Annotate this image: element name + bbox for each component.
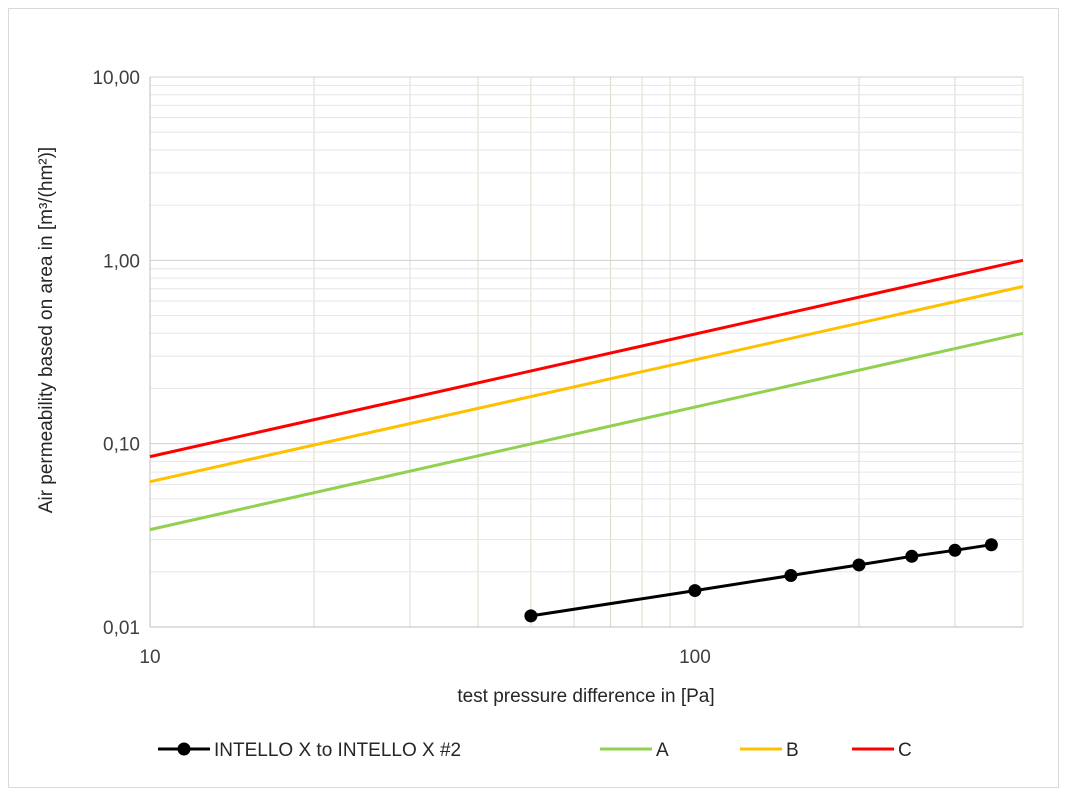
x-tick-label: 100 (679, 647, 711, 668)
legend-label: INTELLO X to INTELLO X #2 (214, 740, 461, 761)
legend-marker (177, 742, 191, 756)
minor-gridlines (149, 77, 1024, 627)
series-line (149, 331, 1024, 532)
y-tick-label: 10,00 (92, 68, 140, 89)
series-point (905, 549, 919, 563)
series-point (984, 538, 998, 552)
legend-label: C (898, 740, 912, 761)
series-line (149, 258, 1024, 459)
series-point (784, 568, 798, 582)
series-point (852, 558, 866, 572)
x-axis-label: test pressure difference in [Pa] (457, 686, 714, 707)
series-line (149, 285, 1024, 484)
legend: INTELLO X to INTELLO X #2 A B C (158, 740, 912, 761)
series-point (688, 584, 702, 598)
series-point (524, 609, 538, 623)
series-layer (149, 258, 1024, 623)
legend-label: B (786, 740, 799, 761)
chart-frame (8, 8, 1059, 788)
major-gridlines (149, 76, 1023, 628)
series-line (530, 543, 992, 618)
legend-label: A (656, 740, 669, 761)
tick-labels: 0,01 0,10 1,00 10,00 10 100 (92, 68, 710, 668)
y-axis-label: Air permeability based on area in [m³/(h… (36, 147, 57, 513)
y-tick-label: 0,10 (103, 435, 140, 456)
x-tick-label: 10 (139, 647, 160, 668)
series-point (948, 543, 962, 557)
y-tick-label: 0,01 (103, 618, 140, 639)
y-tick-label: 1,00 (103, 251, 140, 272)
